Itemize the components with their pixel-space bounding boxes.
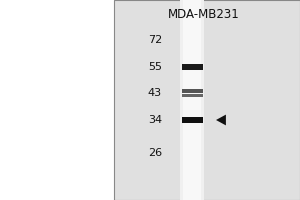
- FancyBboxPatch shape: [0, 0, 114, 200]
- Polygon shape: [216, 115, 226, 125]
- FancyBboxPatch shape: [114, 0, 300, 200]
- FancyBboxPatch shape: [183, 0, 201, 200]
- FancyBboxPatch shape: [182, 64, 203, 70]
- FancyBboxPatch shape: [180, 0, 204, 200]
- FancyBboxPatch shape: [182, 89, 203, 93]
- Text: 72: 72: [148, 35, 162, 45]
- Text: 43: 43: [148, 88, 162, 98]
- Text: 55: 55: [148, 62, 162, 72]
- Text: 34: 34: [148, 115, 162, 125]
- FancyBboxPatch shape: [182, 94, 203, 97]
- Text: 26: 26: [148, 148, 162, 158]
- Text: MDA-MB231: MDA-MB231: [168, 7, 240, 21]
- FancyBboxPatch shape: [182, 117, 203, 123]
